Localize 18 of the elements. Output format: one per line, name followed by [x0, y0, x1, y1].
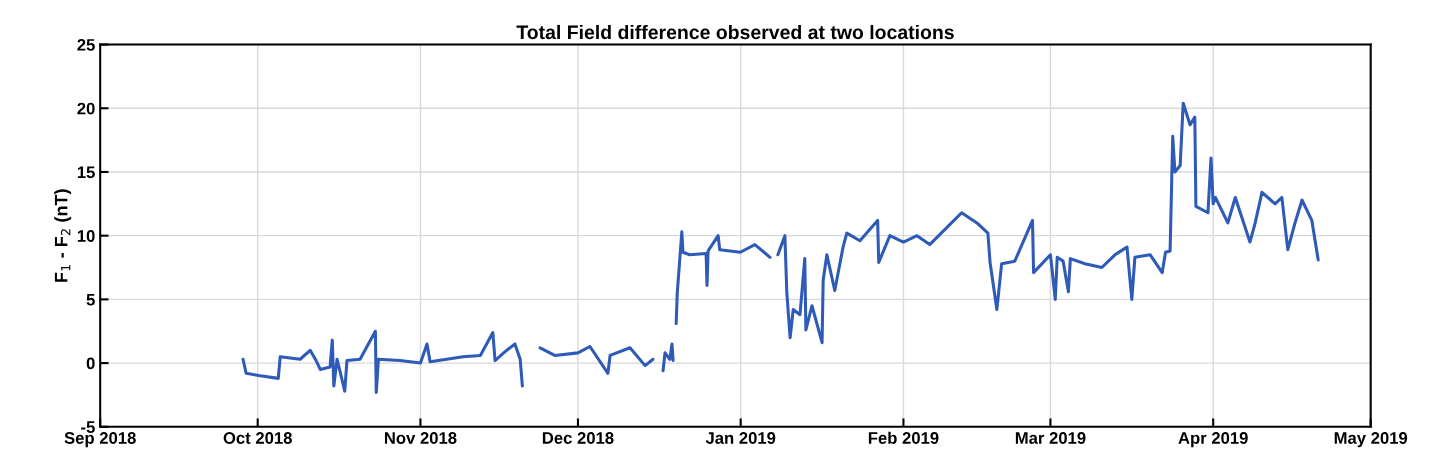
y-tick-label: -5	[81, 421, 95, 433]
y-tick-label: 15	[77, 166, 95, 179]
y-tick-label: 0	[86, 357, 95, 370]
x-tick-label: Feb 2019	[868, 431, 939, 444]
x-tick-label: Dec 2018	[542, 432, 614, 444]
x-tick-label: Jan 2019	[705, 432, 776, 444]
x-tick-label: Sep 2018	[64, 432, 136, 448]
y-tick-label: 5	[86, 293, 95, 306]
x-tick-label: May 2019	[1334, 432, 1408, 448]
chart-title: Total Field difference observed at two locations	[516, 24, 954, 40]
y-tick-label: 10	[77, 230, 95, 242]
x-tick-label: Nov 2018	[384, 432, 457, 444]
x-tick-label: Oct 2018	[223, 432, 292, 444]
y-tick-label: 20	[77, 102, 95, 115]
x-tick-label: Mar 2019	[1015, 432, 1086, 444]
y-tick-label: 25	[77, 38, 95, 51]
x-tick-label: Apr 2019	[1178, 432, 1248, 448]
y-axis-title: F$_{1}$ - F$_{2}$ (nT)	[54, 189, 72, 282]
